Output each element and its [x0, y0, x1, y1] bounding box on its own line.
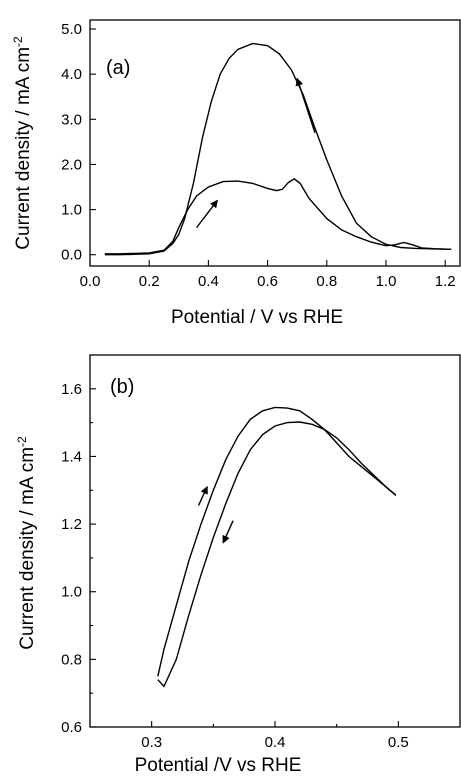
- panel-b-arrow-2: [222, 520, 234, 544]
- panel-b-y-axis-title: Current density / mA cm-2: [15, 436, 38, 650]
- panel-b-label: (b): [110, 376, 134, 398]
- arrow-head: [222, 534, 230, 544]
- panel-a-y-axis-title: Current density / mA cm-2: [11, 36, 34, 250]
- panel-b-series-line-2: [157, 421, 397, 688]
- panel-a-y-tick-label: 1.0: [61, 202, 82, 219]
- panel-a-y-tick-label: 0.0: [61, 247, 82, 264]
- panel-b-y-tick-label: 1.2: [61, 516, 82, 533]
- panel-a-x-tick-label: 0.6: [257, 273, 278, 290]
- panel-a-x-tick-label: 0.8: [316, 273, 337, 290]
- arrow-shaft: [296, 78, 316, 134]
- panel-b-y-tick-label: 1.4: [61, 448, 82, 465]
- panel-b: (b) Potential /V vs RHE Current density …: [15, 354, 461, 776]
- panel-a-arrow-1: [295, 77, 316, 134]
- panel-b-x-tick-label: 0.3: [141, 734, 162, 751]
- panel-b-series: [157, 406, 397, 688]
- panel-b-frame: [89, 354, 461, 728]
- panel-b-ticks: 0.3 0.4 0.5 0.6 0.8 1.0 1.2 1.4 1.6: [61, 381, 409, 751]
- panel-a-y-axis-title-superscript: -2: [11, 36, 25, 47]
- panel-a-series-line-2: [104, 42, 452, 256]
- panel-b-x-tick-label: 0.4: [265, 734, 286, 751]
- panel-a-series-line-1: [104, 178, 452, 255]
- panel-b-y-tick-label: 0.8: [61, 651, 82, 668]
- panel-a-x-tick-label: 0.0: [80, 273, 101, 290]
- panel-a-y-tick-label: 2.0: [61, 156, 82, 173]
- panel-b-y-axis-title-main: Current density / mA cm: [17, 447, 38, 650]
- panel-b-arrow-1: [197, 485, 208, 506]
- panel-a-arrow-2: [196, 199, 218, 229]
- panel-a-y-tick-label: 5.0: [61, 21, 82, 38]
- panel-a-x-tick-label: 0.4: [198, 273, 219, 290]
- arrow-head: [210, 199, 218, 209]
- panel-b-series-line-1: [157, 406, 397, 677]
- panel-a-y-tick-label: 4.0: [61, 66, 82, 83]
- panel-a-x-axis-title: Potential / V vs RHE: [171, 307, 343, 328]
- arrow-head: [200, 485, 208, 495]
- panel-a-arrows: [196, 77, 316, 229]
- panel-a-series: [104, 42, 452, 256]
- panel-b-y-axis-title-superscript: -2: [15, 436, 29, 447]
- panel-a: (a) Potential / V vs RHE Current density…: [11, 19, 461, 328]
- panel-b-arrows: [197, 485, 234, 544]
- panel-a-x-tick-label: 1.0: [376, 273, 397, 290]
- panel-a-label: (a): [106, 57, 130, 79]
- panel-b-y-tick-label: 0.6: [61, 719, 82, 736]
- panel-a-y-tick-label: 3.0: [61, 111, 82, 128]
- arrow-head: [295, 77, 303, 87]
- panel-a-frame: [89, 19, 461, 267]
- panel-b-y-tick-label: 1.6: [61, 381, 82, 398]
- panel-a-y-axis-title-main: Current density / mA cm: [13, 47, 34, 250]
- panel-a-x-tick-label: 1.2: [435, 273, 456, 290]
- panel-a-x-tick-label: 0.2: [139, 273, 160, 290]
- panel-b-x-tick-label: 0.5: [388, 734, 409, 751]
- panel-b-x-axis-title: Potential /V vs RHE: [135, 755, 302, 776]
- panel-a-ticks: 0.0 0.2 0.4 0.6 0.8 1.0 1.2 0.0 1.0 2.0 3.0 4.0 5.0: [61, 21, 455, 290]
- panel-b-y-tick-label: 1.0: [61, 584, 82, 601]
